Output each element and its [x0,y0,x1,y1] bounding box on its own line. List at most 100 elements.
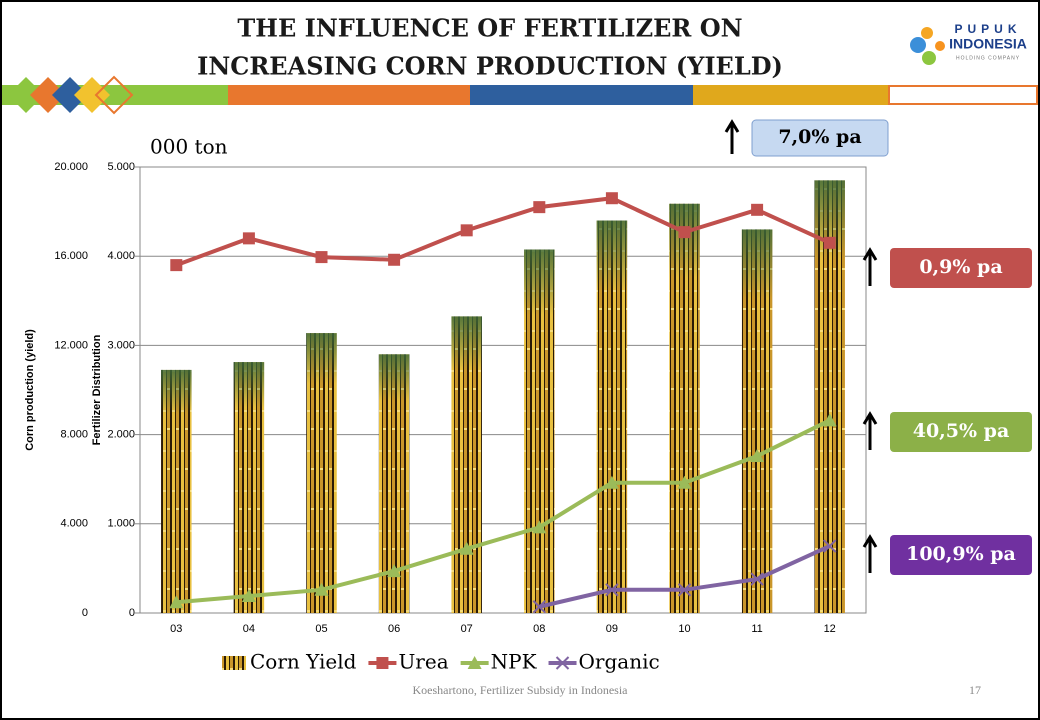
bar-shade [669,203,700,614]
marker [822,539,837,553]
point [314,582,329,596]
marker [604,475,619,489]
marker [315,251,328,264]
point [750,572,764,586]
point [678,226,691,239]
bar-shade [451,316,482,613]
x-tick-label: 05 [315,623,327,635]
bar-shade [524,249,555,613]
marker [170,259,183,272]
point [605,192,618,205]
point [677,475,692,489]
legend-label: Corn Yield [250,650,357,674]
bar [161,369,192,613]
growth-text: 100,9% pa [906,543,1016,565]
point [532,600,547,614]
bar [669,203,700,614]
point [242,232,255,245]
marker [388,253,401,266]
x-tick-label: 04 [243,623,255,635]
y2-tick-label: 0 [129,607,135,619]
y2-axis-title: Fertilizer Distribution [91,334,103,445]
y2-tick-label: 1.000 [107,518,135,530]
point [605,583,619,597]
point [170,259,183,272]
unit-label: 000 ton [150,135,228,159]
growth-box [751,119,889,157]
logo-dot [935,41,945,51]
bar [814,180,845,613]
growth-box [890,248,1032,288]
y2-tick-label: 2.000 [107,429,135,441]
growth-label: 100,9% pa [862,534,1032,575]
logo-name: PUPUK [954,22,1021,36]
y2-tick-label: 3.000 [107,339,135,351]
marker [532,520,547,534]
point [677,583,692,597]
marker [241,589,256,603]
logo-sub: INDONESIA [949,36,1027,52]
marker [750,449,765,463]
growth-label: 7,0% pa [724,119,889,157]
bar-shade [233,362,265,613]
growth-text: 7,0% pa [778,126,861,148]
point [822,539,837,553]
bar-shade [814,180,845,613]
y-axis-title: Corn production (yield) [24,329,36,451]
marker [678,226,691,239]
band [470,85,693,105]
y-tick-label: 12.000 [54,339,88,351]
y2-tick-label: 5.000 [107,161,135,173]
line [176,418,831,605]
x-tick-label: 03 [170,623,182,635]
bar-shade [306,333,337,613]
bar-shade [596,220,628,613]
marker [533,201,546,214]
bar [233,362,265,613]
bar [741,229,773,613]
growth-label: 0,9% pa [862,247,1032,288]
marker [677,583,692,597]
marker [459,541,474,555]
x-tick-label: 06 [388,623,400,635]
marker [555,656,570,670]
logo-dot [910,37,926,53]
arrow [862,534,878,573]
marker [314,582,329,596]
bar-shade [741,229,773,613]
marker [823,236,836,249]
marker [751,203,764,216]
x-tick-label: 10 [678,623,690,635]
bar [596,220,628,613]
x-tick-label: 09 [606,623,618,635]
page-number: 17 [969,683,981,697]
legend-label: Urea [398,650,448,674]
logo-dot [921,27,933,39]
point [532,520,547,534]
logo-dot [922,51,936,65]
arrow [862,247,878,286]
y2-tick-label: 4.000 [107,250,135,262]
y-tick-label: 20.000 [54,161,88,173]
growth-box [890,535,1032,575]
marker [750,572,764,586]
band [888,85,1038,105]
marker [677,475,692,489]
band [228,85,470,105]
point [751,203,764,216]
point [750,449,765,463]
diamond [94,75,134,115]
point [169,595,184,609]
arrow [862,411,878,450]
growth-label: 40,5% pa [862,411,1032,452]
point [604,475,619,489]
legend-item: Organic [548,650,660,674]
legend-label: NPK [491,650,538,674]
bar [524,249,555,613]
y-tick-label: 8.000 [60,429,88,441]
diamond [30,77,66,113]
point [241,589,256,603]
legend-item: Corn Yield [222,650,357,674]
title-line: THE INFLUENCE OF FERTILIZER ON [237,14,742,43]
marker [242,232,255,245]
